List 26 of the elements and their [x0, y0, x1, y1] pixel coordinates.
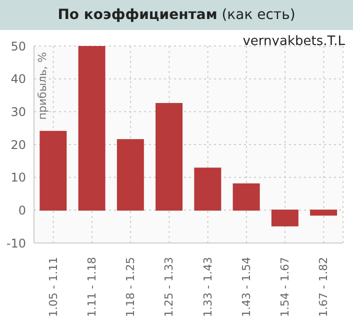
- y-tick-label: 50: [10, 39, 26, 54]
- bar: [271, 210, 298, 226]
- chart-title: По коэффициентам (как есть): [58, 7, 296, 23]
- bar: [232, 183, 260, 211]
- y-tick-label: 40: [10, 72, 26, 86]
- x-tick-label: 1.33 - 1.43: [201, 257, 214, 317]
- y-tick-label: 10: [10, 170, 26, 185]
- bar: [194, 168, 222, 211]
- x-tick-label: 1.43 - 1.54: [240, 257, 253, 317]
- bar: [40, 130, 67, 211]
- y-tick-label: 20: [10, 138, 26, 152]
- bar: [310, 210, 338, 216]
- bar: [156, 102, 183, 211]
- annotation: vernyakbets.T.L: [242, 34, 345, 49]
- x-tick-label: 1.05 - 1.11: [46, 257, 60, 317]
- x-tick-label: 1.11 - 1.18: [85, 257, 98, 317]
- x-tick-label: 1.25 - 1.33: [162, 257, 176, 317]
- bar: [116, 139, 144, 211]
- x-tick-label: 1.18 - 1.25: [124, 257, 138, 317]
- y-tick-label: 30: [10, 104, 26, 119]
- x-tick-label: 1.54 - 1.67: [278, 257, 292, 317]
- y-tick-label: -10: [6, 236, 26, 250]
- y-tick-label: 0: [18, 203, 26, 218]
- bar: [78, 46, 106, 211]
- x-tick-label: 1.67 - 1.82: [317, 257, 330, 317]
- y-axis-title: прибыль, %: [36, 52, 49, 120]
